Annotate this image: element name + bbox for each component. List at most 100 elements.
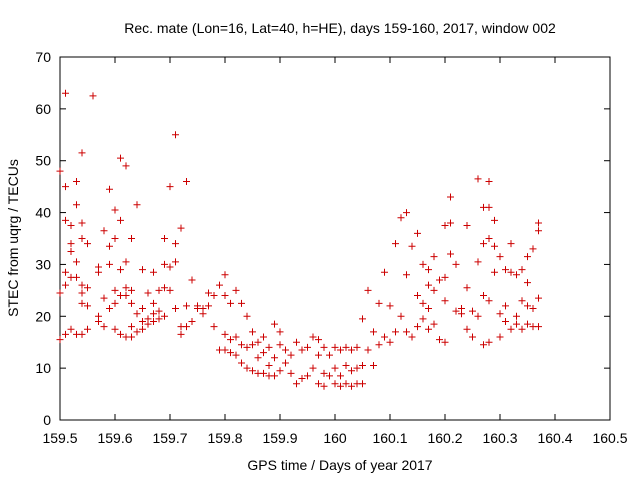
x-axis-label: GPS time / Days of year 2017: [247, 457, 432, 473]
data-point: [425, 266, 432, 274]
data-point: [535, 227, 542, 235]
data-point: [298, 346, 306, 354]
data-point: [485, 177, 493, 185]
data-point: [139, 325, 146, 333]
data-point: [232, 333, 240, 341]
data-point: [392, 240, 399, 248]
data-point: [309, 364, 317, 372]
data-point: [496, 333, 504, 341]
data-point: [513, 271, 520, 279]
data-point: [463, 284, 471, 292]
data-point: [463, 325, 471, 333]
data-point: [243, 343, 251, 351]
data-point: [529, 305, 537, 313]
data-point: [469, 307, 476, 315]
data-point: [320, 382, 328, 390]
data-point: [320, 369, 328, 377]
data-point: [221, 271, 229, 279]
y-tick-label: 40: [35, 205, 51, 221]
data-point: [243, 312, 251, 320]
data-point: [100, 294, 108, 302]
y-tick-label: 50: [35, 153, 51, 169]
x-axis: 159.5 159.6 159.7 159.8 159.9 160 160.1 160.2 16…: [42, 57, 628, 446]
data-point: [260, 369, 267, 377]
y-axis: 0 10 20 30 40 50 60 70: [35, 49, 610, 428]
data-point: [172, 258, 179, 266]
data-point: [150, 310, 157, 318]
data-point: [122, 258, 130, 266]
data-point: [425, 305, 432, 313]
data-point: [480, 240, 487, 248]
data-point: [315, 351, 322, 359]
data-point: [111, 286, 119, 294]
data-point: [106, 305, 113, 313]
y-tick-label: 70: [35, 49, 51, 65]
data-point: [265, 343, 273, 351]
data-point: [513, 312, 520, 320]
data-point: [524, 320, 531, 328]
data-point: [485, 297, 493, 305]
data-point: [210, 292, 218, 300]
data-point: [122, 162, 130, 170]
data-point: [348, 382, 355, 390]
data-point: [436, 276, 443, 284]
data-point: [117, 266, 124, 274]
data-point: [144, 289, 152, 297]
data-point: [172, 131, 179, 139]
data-point: [430, 320, 438, 328]
data-point: [485, 338, 493, 346]
data-point: [128, 235, 135, 242]
data-point: [337, 372, 344, 380]
data-point: [271, 320, 278, 328]
data-point: [78, 289, 86, 297]
data-point: [62, 281, 69, 289]
data-point: [342, 362, 350, 370]
data-point: [518, 266, 526, 274]
data-point: [128, 333, 135, 341]
data-point: [62, 183, 69, 191]
data-point: [221, 330, 229, 338]
data-point: [364, 346, 372, 354]
data-point: [254, 354, 262, 362]
data-point: [84, 302, 91, 310]
data-point: [529, 245, 537, 253]
data-point: [496, 253, 504, 261]
x-tick-label: 159.8: [207, 430, 242, 446]
data-point: [177, 224, 185, 232]
y-tick-label: 30: [35, 256, 51, 272]
data-point: [524, 302, 531, 310]
data-point: [100, 227, 108, 235]
data-point: [496, 310, 504, 318]
data-point: [458, 310, 465, 318]
data-point: [128, 286, 135, 294]
data-point: [315, 336, 322, 344]
data-point: [271, 372, 278, 380]
data-point: [370, 362, 377, 370]
data-point: [139, 266, 146, 274]
data-point: [232, 286, 240, 294]
data-point: [122, 292, 130, 300]
data-point: [337, 382, 344, 390]
data-point: [183, 302, 190, 310]
data-point: [177, 330, 185, 338]
data-point: [205, 302, 212, 310]
y-tick-label: 60: [35, 101, 51, 117]
data-point: [150, 317, 157, 325]
data-point: [84, 240, 91, 248]
data-point: [491, 216, 498, 224]
data-point: [425, 325, 432, 333]
data-point: [331, 343, 339, 351]
data-point: [62, 216, 69, 224]
data-point: [122, 284, 130, 292]
data-point: [287, 369, 295, 377]
x-tick-label: 160.3: [482, 430, 517, 446]
data-point: [111, 299, 119, 307]
data-point: [304, 372, 311, 380]
data-point: [419, 260, 427, 268]
data-point: [172, 305, 179, 313]
data-point: [353, 364, 361, 372]
x-tick-label: 160.1: [372, 430, 407, 446]
data-point: [430, 253, 438, 261]
data-point: [386, 338, 394, 346]
data-point: [67, 325, 75, 333]
